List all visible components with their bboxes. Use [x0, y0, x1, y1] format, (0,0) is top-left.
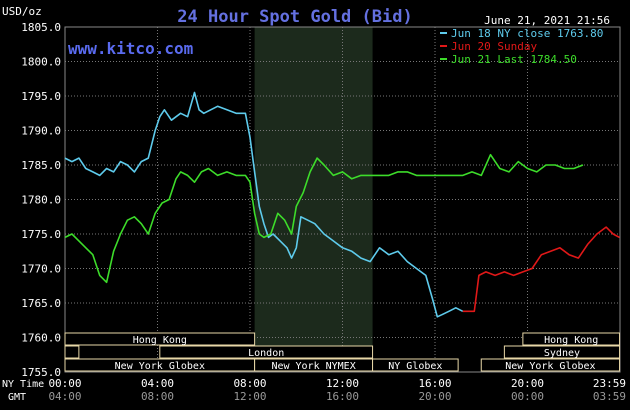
session-bar [64, 345, 80, 359]
timestamp: June 21, 2021 21:56 [484, 14, 610, 27]
x-tick-label-ny: 20:00 [511, 377, 544, 390]
x-tick-label-gmt: 16:00 [326, 390, 359, 403]
session-label: New York NYMEX [271, 361, 355, 372]
series-line [64, 91, 464, 318]
y-tick-label: 1760.0 [21, 332, 61, 345]
gmt-label: GMT [8, 392, 26, 403]
session-bar [480, 358, 621, 372]
x-tick-label-gmt: 03:59 [593, 390, 626, 403]
session-label: London [248, 348, 284, 359]
session-label: New York Globex [115, 361, 205, 372]
y-tick-label: 1775.0 [21, 228, 61, 241]
y-tick-label: 1780.0 [21, 194, 61, 207]
series-line [462, 226, 620, 313]
session-label: Sydney [544, 348, 580, 359]
y-tick-label: 1770.0 [21, 263, 61, 276]
y-tick-label: 1800.0 [21, 56, 61, 69]
session-label: Hong Kong [133, 335, 187, 346]
chart-title: 24 Hour Spot Gold (Bid) [177, 7, 412, 27]
y-tick-label: 1790.0 [21, 125, 61, 138]
legend-entry: Jun 18 NY close 1763.80 [451, 27, 603, 40]
x-tick-label-gmt: 20:00 [418, 390, 451, 403]
session-label: New York Globex [505, 361, 595, 372]
session-bar [64, 332, 256, 346]
session-bar [159, 345, 374, 359]
website-label: www.kitco.com [68, 39, 194, 58]
y-axis-label: USD/oz [2, 5, 42, 18]
x-tick-label-ny: 23:59 [593, 377, 626, 390]
x-tick-label-gmt: 12:00 [233, 390, 266, 403]
session-bar [503, 345, 621, 359]
series-layer [64, 91, 620, 318]
x-tick-label-ny: 12:00 [326, 377, 359, 390]
y-tick-label: 1785.0 [21, 159, 61, 172]
y-tick-label: 1805.0 [21, 21, 61, 34]
ny-time-label: NY Time [2, 379, 44, 390]
y-tick-label: 1765.0 [21, 297, 61, 310]
x-tick-label-gmt: 08:00 [141, 390, 174, 403]
x-tick-label-ny: 16:00 [418, 377, 451, 390]
x-tick-label-ny: 00:00 [48, 377, 81, 390]
y-tick-label: 1795.0 [21, 90, 61, 103]
nymex-session-shading [254, 27, 373, 372]
legend-entry: Jun 20 Sunday [451, 40, 537, 53]
legend-entry: Jun 21 Last 1784.50 [451, 53, 577, 66]
x-tick-label-gmt: 04:00 [48, 390, 81, 403]
plot-border [64, 26, 621, 373]
session-label: Hong Kong [544, 335, 598, 346]
x-axis-ticks: 00:0004:0004:0008:0008:0012:0012:0016:00… [48, 377, 626, 403]
series-line [64, 153, 584, 284]
x-tick-label-gmt: 00:00 [511, 390, 544, 403]
session-label: NY Globex [388, 361, 442, 372]
market-sessions: Hong Kong Hong Kong London Sydney New York G… [64, 332, 621, 372]
y-axis-ticks: 1805.0 1800.0 1795.0 1790.0 1785.0 1780.0 1775… [21, 21, 61, 379]
session-bar [372, 358, 459, 372]
x-tick-label-ny: 04:00 [141, 377, 174, 390]
session-bar [522, 332, 621, 346]
x-tick-label-ny: 08:00 [233, 377, 266, 390]
y-tick-label: 1755.0 [21, 366, 61, 379]
